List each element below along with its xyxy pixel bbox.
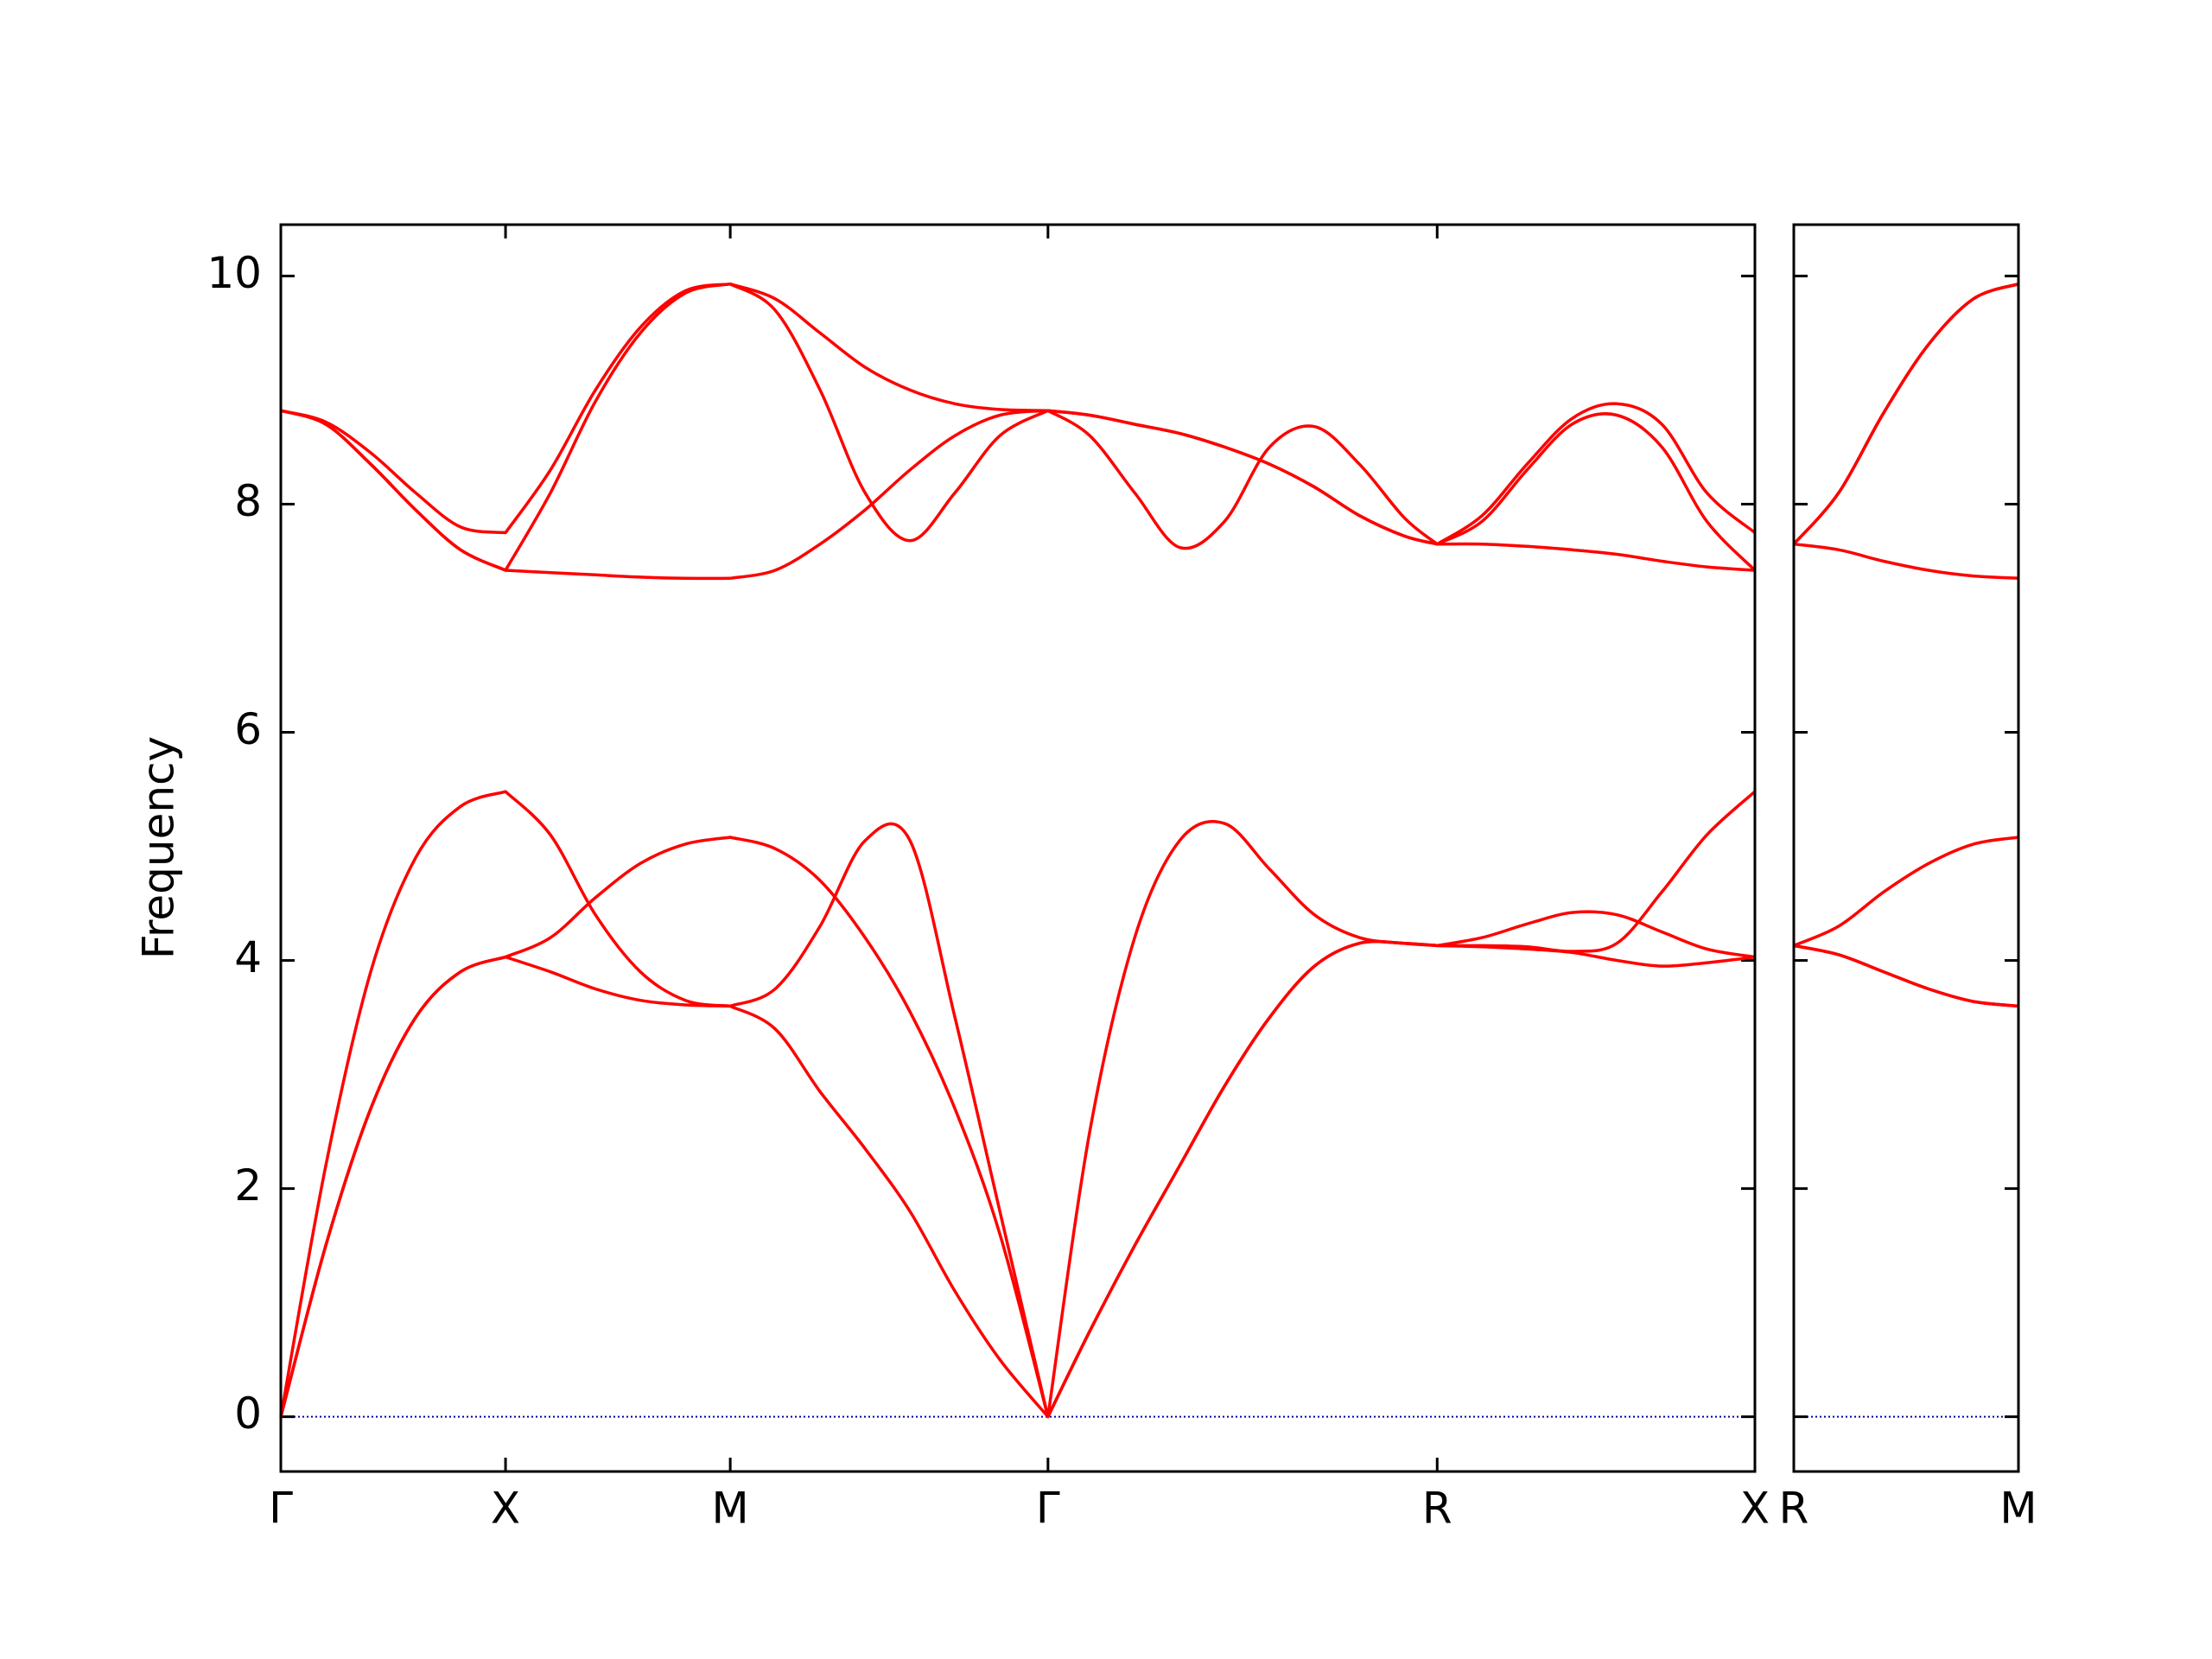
- band-line: [279, 939, 1756, 1419]
- band-line: [1793, 944, 2019, 1008]
- band-line: [280, 409, 1756, 581]
- band-line: [279, 836, 1756, 1419]
- y-tick-label: 2: [234, 1160, 262, 1211]
- x-tick-label: M: [1999, 1484, 2037, 1534]
- y-tick-label: 10: [207, 248, 262, 298]
- x-tick-label: M: [712, 1484, 749, 1534]
- y-axis-label: Frequency: [134, 736, 184, 959]
- x-tick-label: X: [491, 1484, 520, 1534]
- y-tick-label: 8: [234, 476, 262, 526]
- band-line: [1792, 283, 2019, 545]
- x-tick-label: R: [1422, 1484, 1452, 1534]
- y-tick-label: 0: [234, 1389, 262, 1439]
- x-tick-label: Γ: [1036, 1484, 1060, 1534]
- y-tick-label: 6: [234, 704, 262, 754]
- band-line: [279, 790, 1757, 1419]
- x-tick-label: Γ: [269, 1484, 293, 1534]
- y-tick-label: 4: [234, 932, 262, 982]
- plot-frame: [1792, 223, 2020, 1473]
- band-line: [1793, 836, 2019, 948]
- x-tick-label: R: [1779, 1484, 1809, 1534]
- band-line: [1793, 944, 2019, 1008]
- x-tick-label: X: [1740, 1484, 1770, 1534]
- band-line: [280, 282, 1757, 546]
- band-line: [1793, 542, 2019, 581]
- band-line: [280, 282, 1757, 572]
- plot-frame: [279, 223, 1757, 1473]
